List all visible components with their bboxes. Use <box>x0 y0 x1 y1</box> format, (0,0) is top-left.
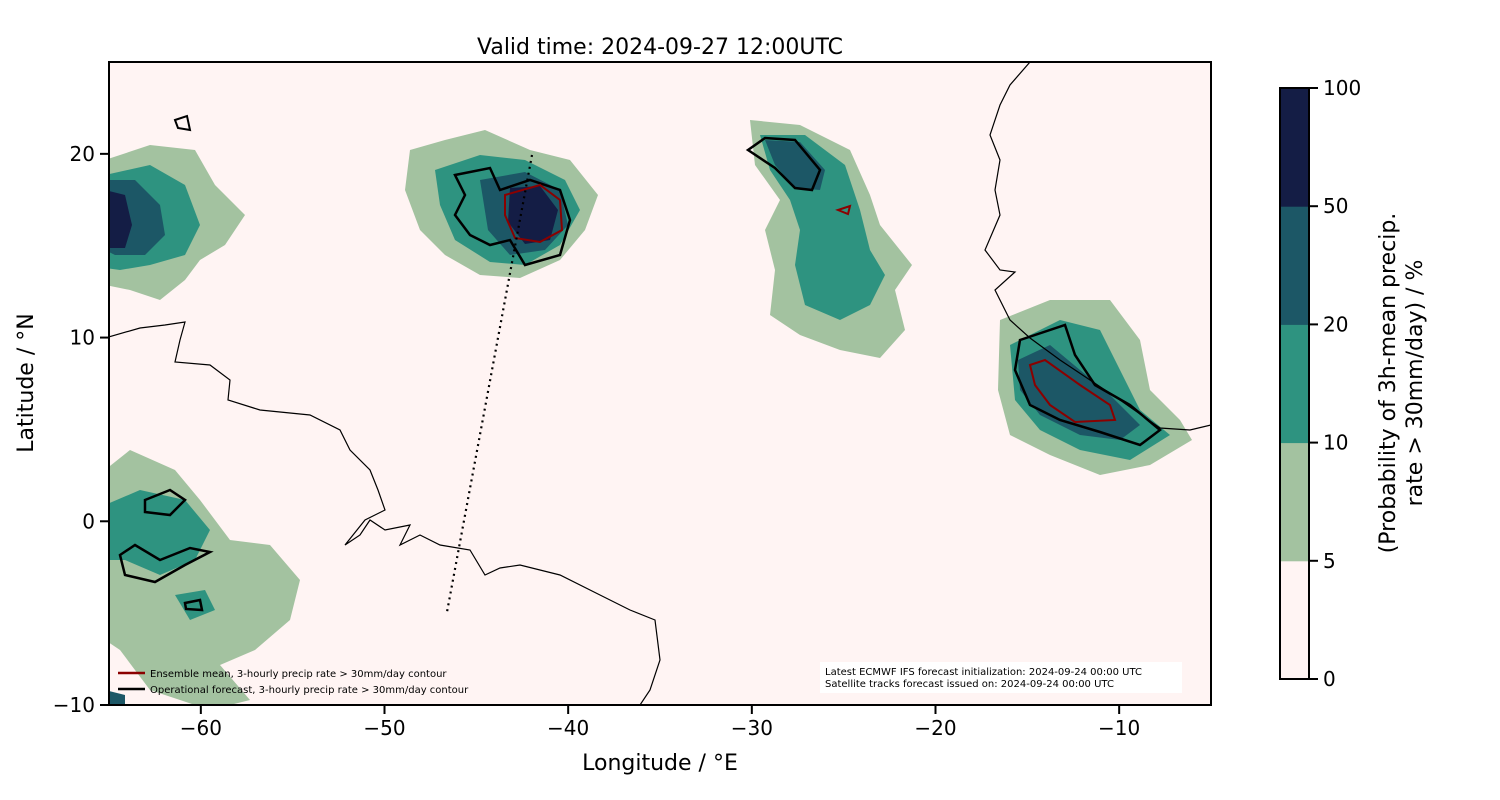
x-tick-label: −20 <box>914 716 956 740</box>
colorbar-frame <box>1279 87 1310 680</box>
legend: Ensemble mean, 3-hourly precip rate > 30… <box>118 669 469 696</box>
colorbar-tick-label: 5 <box>1323 549 1336 573</box>
colorbar-segment <box>1280 442 1309 562</box>
y-tick-label: 10 <box>70 326 95 350</box>
colorbar-tick-label: 50 <box>1323 194 1348 218</box>
coastline-south-america <box>109 321 661 705</box>
track-issue-text: Satellite tracks forecast issued on: 202… <box>825 679 1114 690</box>
x-tick-label: −30 <box>731 716 773 740</box>
colorbar-segment <box>1280 324 1309 444</box>
forecast-info-box: Latest ECMWF IFS forecast initialization… <box>820 662 1182 693</box>
precip-region-south-west <box>109 450 300 705</box>
precip-region-east <box>998 300 1192 475</box>
precip-region-west-north <box>109 145 245 300</box>
plot-frame <box>108 61 1212 706</box>
coastline-islands <box>173 114 192 132</box>
colorbar: 0 5 10 20 50 100 <box>1279 76 1361 691</box>
colorbar-label-line1: (Probability of 3h-mean precip. <box>1376 213 1401 554</box>
forecast-init-text: Latest ECMWF IFS forecast initialization… <box>825 667 1142 678</box>
x-tick-label: −40 <box>547 716 589 740</box>
x-tick-label: −60 <box>180 716 222 740</box>
precip-region-central <box>405 130 598 278</box>
x-axis-label: Longitude / °E <box>582 751 738 776</box>
colorbar-segment <box>1280 88 1309 207</box>
x-axis: −60 −50 −40 −30 −20 −10 <box>180 705 1140 740</box>
y-axis-label: Latitude / °N <box>14 313 39 452</box>
x-tick-label: −10 <box>1098 716 1140 740</box>
legend-label-ensemble: Ensemble mean, 3-hourly precip rate > 30… <box>150 669 447 680</box>
coastline-africa <box>984 62 1211 431</box>
precip-region-mid-east <box>745 120 912 358</box>
colorbar-tick-label: 0 <box>1323 667 1336 691</box>
colorbar-tick-label: 10 <box>1323 431 1348 455</box>
x-tick-label: −50 <box>363 716 405 740</box>
y-tick-label: −10 <box>53 693 95 717</box>
legend-label-operational: Operational forecast, 3-hourly precip ra… <box>150 685 469 696</box>
colorbar-segment <box>1280 206 1309 325</box>
y-tick-label: 0 <box>82 509 95 533</box>
y-tick-label: 20 <box>70 142 95 166</box>
colorbar-tick-label: 100 <box>1323 76 1361 100</box>
colorbar-label-line2: rate > 30mm/day) / % <box>1403 260 1428 507</box>
chart-title: Valid time: 2024-09-27 12:00UTC <box>477 35 843 60</box>
y-axis: −10 0 10 20 <box>53 142 109 717</box>
colorbar-segment <box>1280 560 1309 680</box>
colorbar-tick-label: 20 <box>1323 312 1348 336</box>
